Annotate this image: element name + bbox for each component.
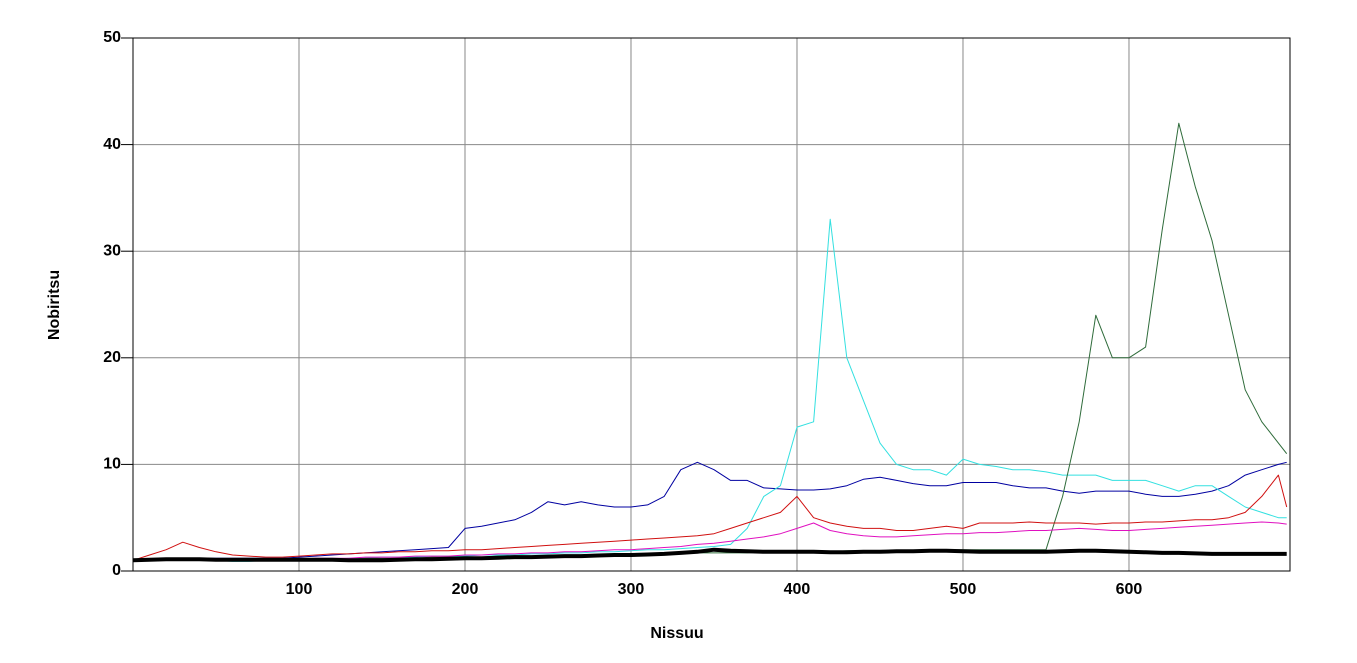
y-tick-label: 0: [112, 562, 121, 579]
y-axis-title: Nobiritsu: [46, 270, 63, 340]
x-tick-label: 400: [784, 581, 811, 598]
x-tick-label: 600: [1116, 581, 1143, 598]
plot-area: [132, 37, 1291, 572]
x-tick-label: 200: [452, 581, 479, 598]
series-line: [132, 547, 1287, 563]
x-tick-label: 500: [950, 581, 977, 598]
series-line: [132, 461, 1287, 561]
y-tick-label: 10: [103, 456, 121, 473]
y-tick-label: 50: [103, 29, 121, 46]
plot-border: [132, 37, 1291, 572]
series-line: [132, 474, 1288, 561]
x-tick-label: 300: [618, 581, 645, 598]
x-tick-label: 100: [286, 581, 313, 598]
y-tick-label: 30: [103, 242, 121, 259]
y-tick-label: 20: [103, 349, 121, 366]
x-axis-title: Nissuu: [650, 625, 703, 642]
y-tick-label: 40: [103, 136, 121, 153]
